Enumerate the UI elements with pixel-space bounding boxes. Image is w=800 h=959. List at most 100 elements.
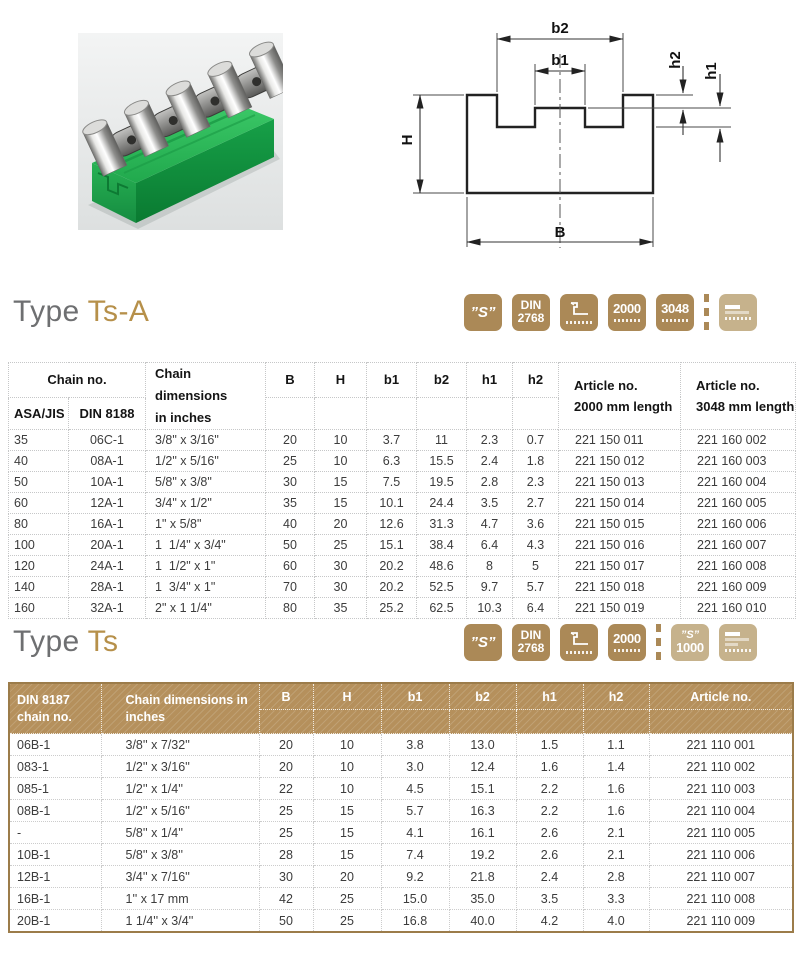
table-cell: 221 160 010 [680,597,796,619]
table-cell: 221 110 005 [648,821,794,844]
table-cell: 24.4 [416,492,467,514]
document-icon [725,304,751,314]
col-header-h1: h1 [466,362,513,398]
datasheet-badge [719,293,757,331]
table-cell: 221 160 009 [680,576,796,598]
table-cell: 4.7 [466,513,513,535]
label-h2: h2 [667,51,684,69]
table-cell: 80 [265,597,315,619]
table-cell: 25 [265,450,315,472]
table-cell: 35.0 [448,887,517,910]
table-cell: 30 [265,471,315,493]
table-cell: 15 [314,471,367,493]
table-cell: 32A-1 [68,597,146,619]
table-cell: 2.8 [466,471,513,493]
table-cell: 100 [8,534,69,556]
col-header-dimensions: Chain dimensions in inches [145,362,266,430]
table-cell: 2.4 [515,865,584,888]
s-quality-badge: ”S” [464,293,502,331]
table-cell: 221 110 003 [648,777,794,800]
table-cell: 2.3 [466,429,513,451]
s-badge-label: ”S” [470,303,496,321]
table-cell: 120 [8,555,69,577]
table-cell: 221 150 018 [558,576,681,598]
table-cell: 31.3 [416,513,467,535]
table-row: 40 08A-1 1/2" x 5/16" 25 10 6.3 15.5 2.4 1.8 221 … [8,450,796,472]
profile-outline [465,93,655,195]
table-row: 085-1 1/2'' x 1/4'' 22 10 4.5 15.1 2.2 1.6 221 1… [8,777,794,800]
table-cell: 5/8" x 3/8" [145,471,266,493]
table-cell: 1 1/2" x 1" [145,555,266,577]
table-cell: 12.6 [366,513,417,535]
table-cell: 10B-1 [8,843,102,866]
table-cell: 2.6 [515,821,584,844]
table-cell: 221 160 002 [680,429,796,451]
table-cell: 25 [312,909,382,933]
table-row: 160 32A-1 2" x 1 1/4" 80 35 25.2 62.5 10.3 6.4 22… [8,597,796,619]
table-cell: 70 [265,576,315,598]
s-1000-badge: ”S” 1000 [671,623,709,661]
table-cell: 3.5 [466,492,513,514]
table-row: 10B-1 5/8'' x 3/8'' 28 15 7.4 19.2 2.6 2.1 221 1… [8,843,794,866]
table-cell: 3/4" x 1/2" [145,492,266,514]
table-cell: 4.5 [380,777,450,800]
table-cell: 4.2 [515,909,584,933]
table-cell: 22 [258,777,314,800]
table-cell: 2" x 1 1/4" [145,597,266,619]
table-cell: 20 [265,429,315,451]
table-row: 80 16A-1 1" x 5/8" 40 20 12.6 31.3 4.7 3.6 221 15… [8,513,796,535]
table-cell: 2.2 [515,777,584,800]
table-cell: 20B-1 [8,909,102,933]
profile-icon [570,631,588,645]
table-cell: 20 [258,755,314,778]
table-cell: 60 [265,555,315,577]
table-cell: 16B-1 [8,887,102,910]
table-cell: 221 150 015 [558,513,681,535]
table-cell: 28 [258,843,314,866]
table-cell: 16A-1 [68,513,146,535]
guide-top-face [92,101,274,183]
din-2768-badge: DIN 2768 [512,623,550,661]
table-cell: 30 [314,555,367,577]
badge-separator [704,294,709,330]
table-cell: 2.3 [512,471,559,493]
profile-shape-badge [560,293,598,331]
table-cell: 1.1 [582,733,650,756]
col-header-article-2000: Article no. 2000 mm length [558,362,681,430]
length-2000-badge: 2000 [608,293,646,331]
table-cell: 3.0 [380,755,450,778]
table-cell: 10.3 [466,597,513,619]
table-cell: 3.6 [512,513,559,535]
label-b1: b1 [551,52,569,69]
col-header-b1: b1 [380,682,450,710]
badge-fineprint [614,319,640,322]
table-cell: 16.3 [448,799,517,822]
table-cell: 08B-1 [8,799,102,822]
profile-dimension-diagram: b2 b1 H h2 h1 B [395,2,800,270]
profile-icon [570,301,588,315]
datasheet-badge [719,623,757,661]
table-cell: 30 [314,576,367,598]
product-photo-image [78,33,294,230]
table-cell: 3.3 [582,887,650,910]
table-cell: 4.1 [380,821,450,844]
table-cell: 3/8'' x 7/32'' [100,733,260,756]
table-cell: 10 [314,450,367,472]
table-cell: 7.4 [380,843,450,866]
table-cell: 12.4 [448,755,517,778]
table-cell: 221 160 006 [680,513,796,535]
col-header-H: H [314,362,367,398]
table-cell: 11 [416,429,467,451]
certification-badges-ts-a: ”S” DIN 2768 2000 3048 [464,293,757,331]
table-cell: 221 150 013 [558,471,681,493]
table-cell: 2.4 [466,450,513,472]
table-cell: 140 [8,576,69,598]
table-row: 50 10A-1 5/8" x 3/8" 30 15 7.5 19.5 2.8 2.3 221 1… [8,471,796,493]
table-cell: 13.0 [448,733,517,756]
table-cell: 5.7 [380,799,450,822]
table-cell: 8 [466,555,513,577]
badge-separator [656,624,661,660]
table-cell: - [8,821,102,844]
table-cell: 16.1 [448,821,517,844]
table-cell: 2.6 [515,843,584,866]
